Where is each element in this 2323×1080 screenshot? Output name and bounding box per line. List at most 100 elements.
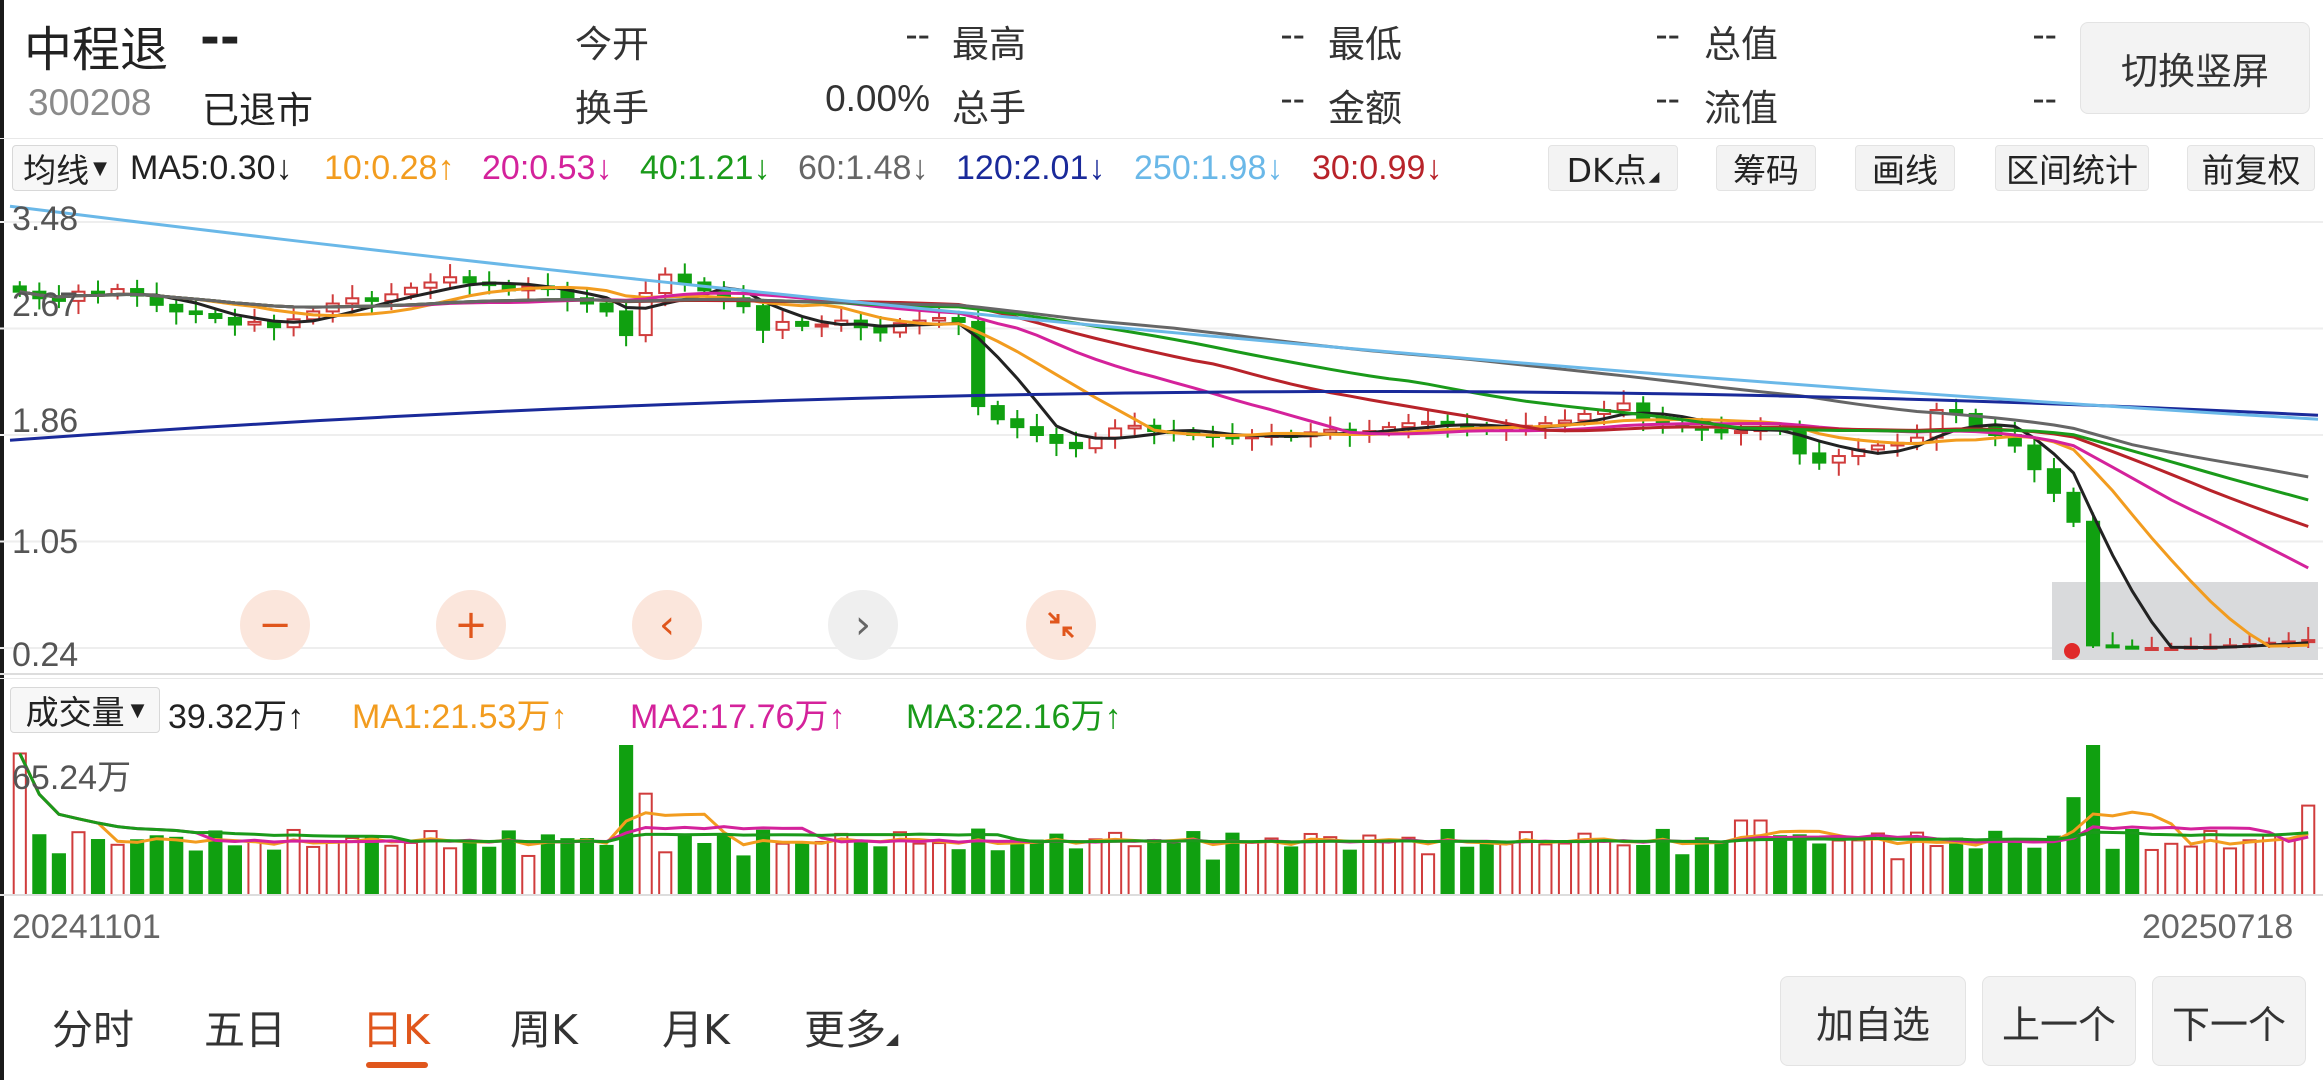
quote-value-low: -- bbox=[1655, 14, 1680, 55]
candle-body bbox=[755, 305, 771, 331]
volume-bar bbox=[716, 835, 731, 896]
candle-body bbox=[892, 322, 908, 334]
quote-label-float-cap: 流值 bbox=[1704, 87, 1778, 130]
volume-bar bbox=[1244, 841, 1260, 896]
tab-five-day[interactable]: 五日 bbox=[204, 1006, 286, 1054]
volume-bar bbox=[71, 831, 86, 896]
candle-body bbox=[227, 316, 242, 326]
add-watchlist-button[interactable]: 加自选 bbox=[1780, 976, 1966, 1066]
chevron-right-icon: › bbox=[855, 602, 871, 648]
candle-body bbox=[1616, 402, 1631, 412]
volume-bar bbox=[677, 834, 692, 896]
tab-more-label: 更多 bbox=[804, 1006, 886, 1054]
volume-bar bbox=[149, 835, 164, 896]
y-axis-label-bottom: 0.24 bbox=[12, 636, 79, 674]
volume-bar bbox=[1694, 837, 1709, 896]
previous-stock-button[interactable]: 上一个 bbox=[1982, 976, 2136, 1066]
candle-body bbox=[1049, 434, 1064, 444]
ma-selector-dropdown[interactable]: 均线 ▼ bbox=[12, 145, 118, 191]
candle-body bbox=[345, 297, 360, 305]
candle-body bbox=[1323, 428, 1338, 434]
quote-value-high: -- bbox=[1280, 14, 1305, 55]
volume-bar bbox=[1010, 839, 1025, 896]
candle-body bbox=[403, 286, 419, 296]
volume-bar bbox=[1068, 848, 1084, 897]
volume-bar bbox=[2262, 834, 2277, 897]
candle-body bbox=[814, 323, 829, 328]
candle-body bbox=[932, 316, 947, 322]
tab-weekly-k[interactable]: 周K bbox=[510, 1006, 578, 1054]
volume-bar bbox=[932, 842, 947, 896]
volume-bar bbox=[51, 853, 66, 897]
plus-icon: + bbox=[454, 602, 488, 648]
volume-bar bbox=[1362, 834, 1377, 896]
kline-chart[interactable] bbox=[0, 198, 2323, 676]
volume-bar bbox=[912, 842, 927, 897]
stock-name: 中程退 bbox=[24, 22, 169, 78]
quote-label-low: 最低 bbox=[1328, 23, 1402, 66]
volume-ma2-line bbox=[18, 752, 2309, 844]
candle-body bbox=[638, 292, 653, 337]
volume-indicator-row: 成交量 ▼ 39.32万↑ MA1:21.53万↑ MA2:17.76万↑ MA… bbox=[0, 678, 2323, 739]
end-date-label: 20250718 bbox=[2142, 908, 2294, 946]
y-axis-label-3: 1.86 bbox=[12, 402, 79, 440]
volume-ma2-value: MA2:17.76万↑ bbox=[630, 698, 846, 736]
volume-bar bbox=[1538, 843, 1553, 896]
range-stats-button[interactable]: 区间统计 bbox=[1995, 145, 2149, 191]
forward-adjust-button[interactable]: 前复权 bbox=[2187, 145, 2315, 191]
volume-bar bbox=[1284, 846, 1299, 896]
tab-intraday[interactable]: 分时 bbox=[52, 1006, 134, 1054]
collapse-icon bbox=[1047, 611, 1075, 639]
switch-portrait-button[interactable]: 切换竖屏 bbox=[2080, 22, 2310, 114]
draw-line-button[interactable]: 画线 bbox=[1855, 145, 1955, 191]
volume-bar bbox=[1831, 839, 1846, 896]
volume-bar bbox=[2105, 848, 2120, 896]
volume-bar bbox=[1753, 819, 1768, 896]
volume-bar bbox=[1127, 845, 1142, 896]
next-stock-button[interactable]: 下一个 bbox=[2152, 976, 2306, 1066]
volume-bar bbox=[814, 840, 829, 896]
quote-value-turnover: 0.00% bbox=[825, 78, 930, 119]
tab-monthly-k[interactable]: 月K bbox=[662, 1006, 730, 1054]
volume-bar bbox=[2242, 839, 2257, 896]
chevron-down-icon: ▼ bbox=[93, 157, 107, 179]
volume-chart[interactable] bbox=[0, 738, 2323, 898]
zoom-out-button[interactable]: − bbox=[240, 590, 310, 660]
volume-bar bbox=[521, 854, 536, 896]
tab-daily-k[interactable]: 日K bbox=[362, 1006, 430, 1054]
candle-body bbox=[2046, 468, 2062, 494]
volume-bar bbox=[1264, 837, 1279, 897]
volume-bar bbox=[2183, 845, 2198, 896]
candle-body bbox=[677, 273, 692, 284]
volume-bar bbox=[1088, 838, 1103, 896]
volume-selector-dropdown[interactable]: 成交量 ▼ bbox=[10, 687, 160, 733]
chips-button[interactable]: 筹码 bbox=[1716, 145, 1816, 191]
zoom-in-button[interactable]: + bbox=[436, 590, 506, 660]
scroll-right-button[interactable]: › bbox=[828, 590, 898, 660]
collapse-button[interactable] bbox=[1026, 590, 1096, 660]
volume-bar bbox=[1479, 843, 1494, 896]
candle-body bbox=[423, 281, 438, 289]
volume-bar bbox=[227, 845, 242, 896]
ma250-line bbox=[9, 204, 2319, 421]
candle-body bbox=[462, 276, 477, 284]
tab-more[interactable]: 更多◢ bbox=[804, 996, 898, 1056]
candle-body bbox=[1401, 422, 1416, 429]
dk-point-button[interactable]: DK点 ◢ bbox=[1548, 145, 1678, 191]
quote-label-high: 最高 bbox=[952, 23, 1026, 66]
candle-body bbox=[2086, 520, 2101, 647]
volume-max-label: 65.24万 bbox=[12, 759, 132, 797]
scroll-left-button[interactable]: ‹ bbox=[632, 590, 702, 660]
ma-value-30: 30:0.99↓ bbox=[1312, 149, 1443, 187]
volume-bar bbox=[697, 842, 712, 896]
candle-body bbox=[1029, 426, 1044, 437]
volume-bar bbox=[306, 845, 321, 897]
candle-body bbox=[1577, 412, 1592, 422]
volume-bar bbox=[1890, 858, 1905, 896]
volume-current-value: 39.32万↑ bbox=[168, 698, 305, 736]
volume-bar bbox=[540, 834, 555, 897]
corner-triangle-icon: ◢ bbox=[1648, 169, 1660, 185]
volume-bar bbox=[579, 838, 595, 897]
ma-value-40: 40:1.21↓ bbox=[640, 149, 771, 187]
candle-body bbox=[188, 310, 203, 316]
